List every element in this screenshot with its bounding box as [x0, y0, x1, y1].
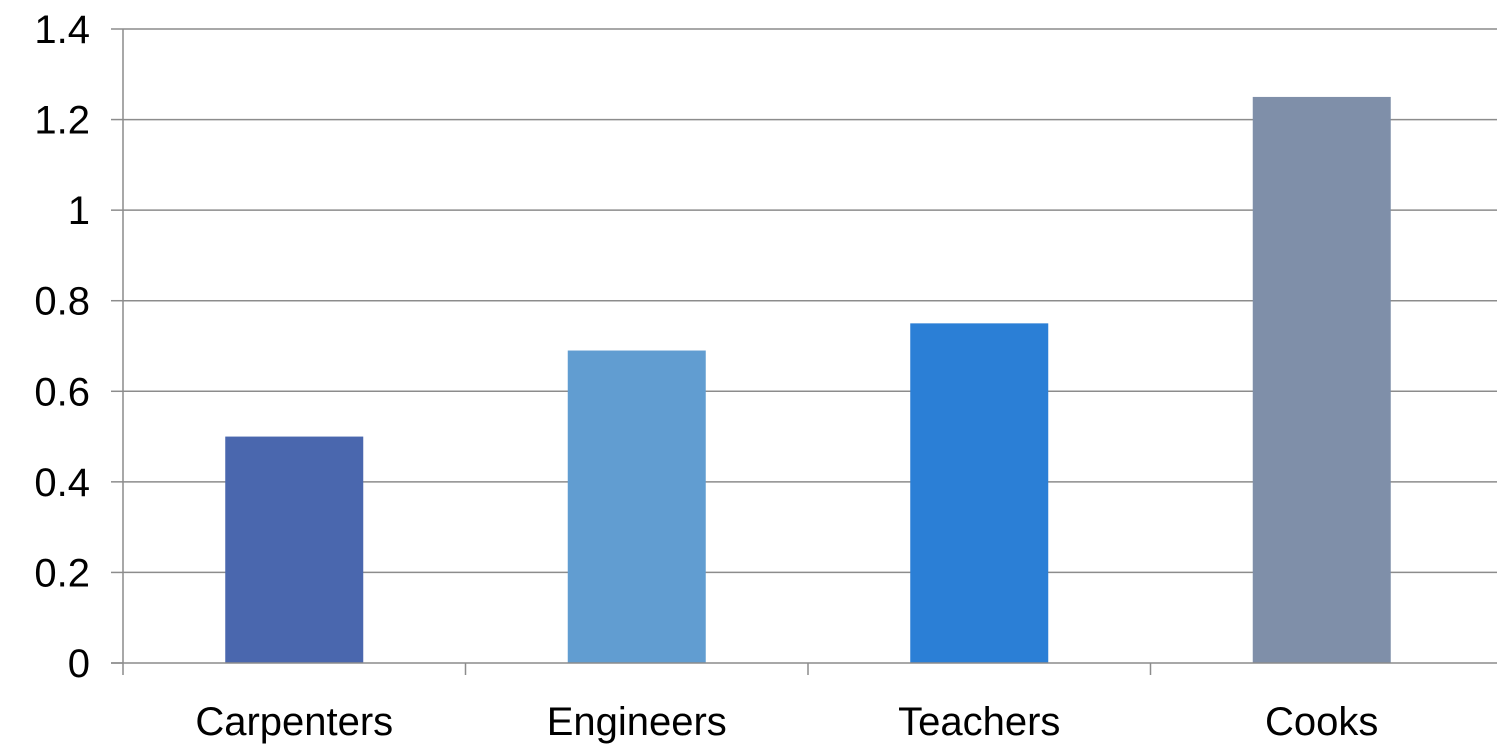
bar-cooks — [1252, 96, 1391, 663]
y-tick-label: 0.2 — [34, 551, 90, 595]
y-tick-label: 0.6 — [34, 370, 90, 414]
bar-teachers — [910, 323, 1049, 663]
y-tick-label: 0 — [68, 642, 90, 686]
y-tick-label: 0.8 — [34, 280, 90, 324]
y-tick-label: 0.4 — [34, 461, 90, 505]
y-tick-label: 1.2 — [34, 99, 90, 143]
axes — [111, 28, 1497, 675]
bar-carpenters — [225, 436, 364, 663]
bar-engineers — [567, 350, 706, 663]
labels: 0 0.2 0.4 0.6 0.8 1 1.2 1.4 Carpenters Engineers T… — [34, 8, 1378, 744]
x-tick-label: Carpenters — [195, 700, 393, 744]
y-tick-label: 1 — [68, 189, 90, 233]
x-tick-label: Teachers — [898, 700, 1060, 744]
y-tick-label: 1.4 — [34, 8, 90, 52]
x-tick-label: Engineers — [547, 700, 727, 744]
bars — [225, 96, 1391, 663]
x-tick-label: Cooks — [1265, 700, 1378, 744]
